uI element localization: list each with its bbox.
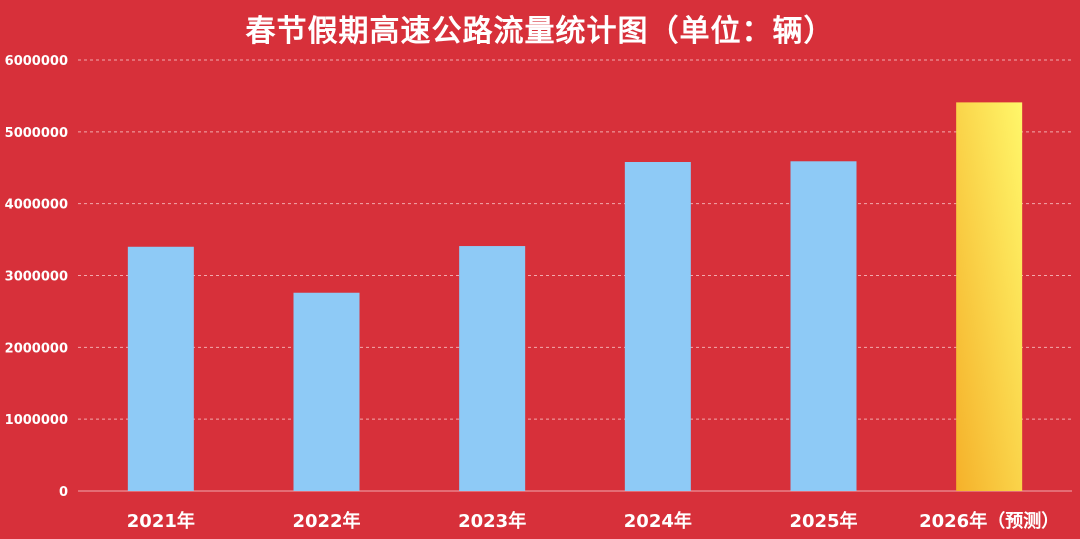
- y-tick-label: 5000000: [5, 126, 68, 141]
- x-category-label: 2023年: [458, 510, 526, 532]
- y-tick-label: 6000000: [5, 54, 68, 69]
- x-category-label: 2024年: [624, 510, 692, 532]
- bar: [459, 246, 526, 491]
- bar: [127, 246, 194, 491]
- bar-forecast: [956, 102, 1023, 492]
- x-category-label: 2021年: [127, 510, 195, 532]
- y-tick-label: 2000000: [5, 341, 68, 356]
- y-tick-label: 1000000: [5, 413, 68, 428]
- chart-title: 春节假期高速公路流量统计图（单位：辆）: [245, 14, 835, 49]
- x-category-label: 2025年: [789, 510, 857, 532]
- x-category-label: 2026年（预测）: [919, 510, 1059, 532]
- y-tick-label: 4000000: [5, 198, 68, 213]
- bar: [790, 161, 857, 491]
- y-tick-label: 0: [59, 485, 68, 500]
- bar: [624, 162, 691, 491]
- y-tick-label: 3000000: [5, 270, 68, 285]
- x-category-label: 2022年: [292, 510, 360, 532]
- bar: [293, 292, 360, 491]
